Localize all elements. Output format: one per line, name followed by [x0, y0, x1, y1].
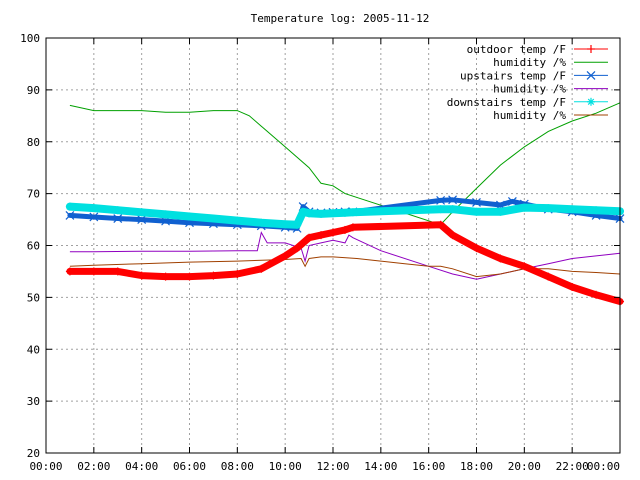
data-point	[210, 215, 217, 222]
data-point	[234, 217, 241, 224]
y-tick-label: 80	[27, 136, 40, 149]
x-tick-label: 08:00	[221, 460, 254, 473]
series-line	[69, 102, 621, 226]
x-tick-label: 20:00	[508, 460, 541, 473]
x-tick-label: 00:00	[29, 460, 62, 473]
data-point	[65, 210, 75, 220]
data-point	[341, 209, 349, 217]
x-tick-label: 02:00	[77, 460, 110, 473]
legend-label: outdoor temp /F	[467, 43, 566, 56]
chart-title: Temperature log: 2005-11-12	[251, 12, 430, 25]
data-point	[317, 210, 325, 218]
legend-label: humidity /%	[493, 109, 566, 122]
data-point	[293, 221, 301, 228]
data-point	[495, 200, 505, 210]
x-tick-label: 06:00	[173, 460, 206, 473]
data-point	[137, 215, 147, 224]
data-point	[448, 195, 458, 205]
data-point	[437, 205, 444, 213]
data-point	[258, 219, 265, 226]
y-axis: 20 30 40 50 60 70 80 90 100	[20, 32, 620, 460]
data-point	[473, 208, 480, 216]
series-5	[65, 202, 624, 229]
data-point	[329, 210, 337, 217]
x-tick-label: 14:00	[364, 460, 397, 473]
y-tick-label: 20	[27, 447, 40, 460]
series-1	[65, 220, 624, 306]
data-point	[449, 205, 456, 213]
series-layer	[65, 102, 625, 306]
x-tick-label: 22:00	[556, 460, 589, 473]
data-point	[507, 196, 517, 206]
legend-label: humidity /%	[493, 56, 566, 69]
data-point	[587, 98, 595, 106]
data-point	[497, 208, 504, 216]
x-tick-label: 04:00	[125, 460, 158, 473]
data-point	[472, 198, 481, 207]
y-tick-label: 40	[27, 343, 40, 356]
data-point	[114, 207, 121, 214]
y-tick-label: 50	[27, 291, 40, 304]
y-tick-label: 100	[20, 32, 40, 45]
series-2	[69, 102, 621, 226]
data-point	[138, 209, 145, 216]
x-axis: 00:00 02:00 04:00 06:00 08:00 10:00 12:00 14:00…	[29, 38, 621, 473]
data-point	[592, 207, 600, 214]
data-point	[281, 221, 289, 228]
data-point	[66, 203, 74, 210]
y-tick-label: 30	[27, 395, 40, 408]
x-tick-label: 00:00	[587, 460, 620, 473]
data-point	[90, 204, 98, 212]
y-tick-label: 70	[27, 188, 40, 201]
data-point	[162, 211, 169, 218]
data-point	[436, 195, 446, 205]
data-point	[586, 70, 596, 80]
x-tick-label: 12:00	[316, 460, 349, 473]
y-tick-label: 60	[27, 240, 40, 253]
legend-label: upstairs temp /F	[460, 69, 566, 82]
legend-label: humidity /%	[493, 83, 566, 96]
grid	[46, 38, 620, 453]
data-point	[545, 204, 552, 212]
x-tick-label: 16:00	[412, 460, 445, 473]
x-tick-label: 18:00	[460, 460, 493, 473]
legend-label: downstairs temp /F	[447, 96, 566, 109]
data-point	[186, 213, 193, 220]
data-point	[349, 209, 357, 216]
data-point	[521, 204, 528, 211]
data-point	[305, 210, 313, 217]
data-point	[299, 208, 307, 216]
x-tick-label: 10:00	[269, 460, 302, 473]
y-tick-label: 90	[27, 84, 40, 97]
data-point	[89, 212, 99, 222]
data-point	[568, 205, 576, 213]
data-point	[113, 214, 123, 223]
